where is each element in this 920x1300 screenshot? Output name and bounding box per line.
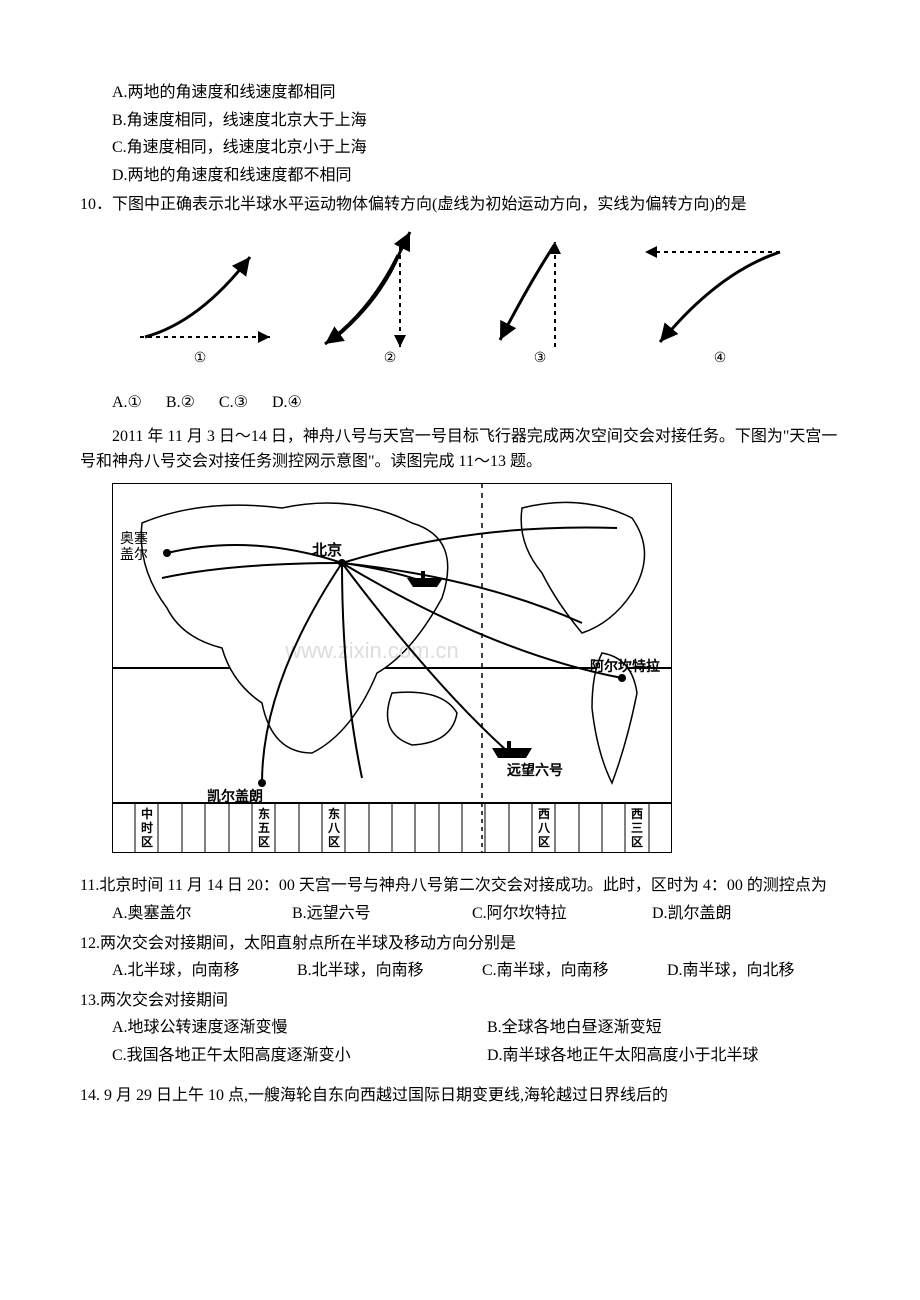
q9-opt-d: D.两地的角速度和线速度都不相同 [80,163,840,189]
svg-text:时: 时 [141,820,153,835]
q13-options-row2: C.我国各地正午太阳高度逐渐变小 D.南半球各地正午太阳高度小于北半球 [80,1043,840,1069]
q9-opt-a: A.两地的角速度和线速度都相同 [80,80,840,106]
q13-options-row1: A.地球公转速度逐渐变慢 B.全球各地白昼逐渐变短 [80,1015,840,1041]
q10-opt-b: B.② [166,394,195,411]
svg-text:区: 区 [258,835,270,849]
passage-text: 2011 年 11 月 3 日～14 日，神舟八号与天宫一号目标飞行器完成两次空… [80,428,837,471]
svg-text:中: 中 [141,806,153,821]
subfig-4-label: ④ [714,351,727,366]
tracking-map-wrap: www.zixin.com.cn 北京 奥塞 盖尔 凯尔盖朗 远望六号 阿尔坎特… [112,483,840,862]
subfig-1: ① [140,257,270,366]
passage-11-13: 2011 年 11 月 3 日～14 日，神舟八号与天宫一号目标飞行器完成两次空… [80,424,840,475]
q12-opt-c: C.南半球，向南移 [482,958,667,984]
q10-stem-text: 10．下图中正确表示北半球水平运动物体偏转方向(虚线为初始运动方向，实线为偏转方… [80,196,747,213]
q12-opt-a: A.北半球，向南移 [112,958,297,984]
q12-stem: 12.两次交会对接期间，太阳直射点所在半球及移动方向分别是 [80,931,840,957]
q13-opt-c: C.我国各地正午太阳高度逐渐变小 [112,1043,487,1069]
svg-text:西: 西 [538,807,550,821]
q11-stem-text: 11.北京时间 11 月 14 日 20：00 天宫一号与神舟八号第二次交会对接… [80,877,827,894]
q13-opt-b: B.全球各地白昼逐渐变短 [487,1015,847,1041]
coriolis-diagram: ① ② ③ ④ [100,222,820,382]
q13-opt-d: D.南半球各地正午太阳高度小于北半球 [487,1043,847,1069]
subfig-2-label: ② [384,351,397,366]
tracking-map: www.zixin.com.cn 北京 奥塞 盖尔 凯尔盖朗 远望六号 阿尔坎特… [112,483,672,853]
svg-text:区: 区 [328,835,340,849]
q10-opt-c: C.③ [219,394,248,411]
svg-text:区: 区 [141,835,153,849]
q10-opt-a: A.① [112,394,142,411]
svg-text:区: 区 [538,835,550,849]
q11-opt-a: A.奥塞盖尔 [112,901,292,927]
label-osg1: 奥塞 [120,530,148,547]
q9-opt-d-text: D.两地的角速度和线速度都不相同 [112,167,352,184]
subfig-2: ② [325,232,410,366]
q13-stem-text: 13.两次交会对接期间 [80,992,228,1009]
svg-text:东: 东 [328,806,340,821]
q9-opt-b: B.角速度相同，线速度北京大于上海 [80,108,840,134]
q13-opt-a: A.地球公转速度逐渐变慢 [112,1015,487,1041]
q11-opt-b: B.远望六号 [292,901,472,927]
subfig-3: ③ [500,242,555,366]
svg-text:八: 八 [327,821,341,835]
subfig-4: ④ [645,252,780,366]
q12-options: A.北半球，向南移 B.北半球，向南移 C.南半球，向南移 D.南半球，向北移 [80,958,840,984]
subfig-3-label: ③ [534,351,547,366]
q11-opt-d: D.凯尔盖朗 [652,901,732,927]
q10-stem: 10．下图中正确表示北半球水平运动物体偏转方向(虚线为初始运动方向，实线为偏转方… [80,192,840,218]
q11-options: A.奥塞盖尔 B.远望六号 C.阿尔坎特拉 D.凯尔盖朗 [80,901,840,927]
watermark: www.zixin.com.cn [284,638,459,663]
svg-text:三: 三 [631,821,643,835]
q9-opt-c: C.角速度相同，线速度北京小于上海 [80,135,840,161]
q14-stem-text: 14. 9 月 29 日上午 10 点,一艘海轮自东向西越过国际日期变更线,海轮… [80,1087,668,1104]
label-osg2: 盖尔 [120,547,148,563]
q13-stem: 13.两次交会对接期间 [80,988,840,1014]
q12-opt-b: B.北半球，向南移 [297,958,482,984]
svg-text:五: 五 [258,821,270,835]
q9-opt-a-text: A.两地的角速度和线速度都相同 [112,84,336,101]
svg-text:西: 西 [631,807,643,821]
q9-opt-b-text: B.角速度相同，线速度北京大于上海 [112,112,367,129]
q12-opt-d: D.南半球，向北移 [667,958,795,984]
q9-opt-c-text: C.角速度相同，线速度北京小于上海 [112,139,367,156]
svg-text:八: 八 [537,821,551,835]
label-yw6: 远望六号 [507,762,563,779]
q11-stem: 11.北京时间 11 月 14 日 20：00 天宫一号与神舟八号第二次交会对接… [80,873,840,899]
subfig-1-label: ① [194,351,207,366]
q10-opt-d: D.④ [272,394,302,411]
q14-stem: 14. 9 月 29 日上午 10 点,一艘海轮自东向西越过国际日期变更线,海轮… [80,1083,840,1109]
q12-stem-text: 12.两次交会对接期间，太阳直射点所在半球及移动方向分别是 [80,935,516,952]
svg-text:东: 东 [258,806,270,821]
q10-options: A.① B.② C.③ D.④ [80,390,840,416]
svg-text:区: 区 [631,835,643,849]
q11-opt-c: C.阿尔坎特拉 [472,901,652,927]
